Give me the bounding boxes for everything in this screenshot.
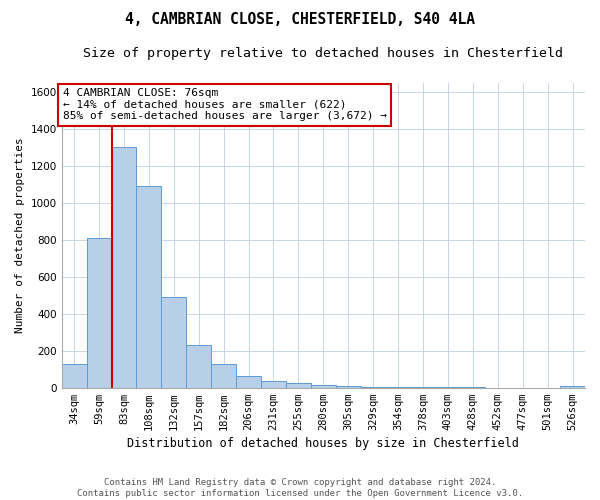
Bar bbox=[136, 186, 161, 388]
Bar bbox=[560, 386, 585, 388]
Bar bbox=[436, 387, 460, 388]
Text: 4, CAMBRIAN CLOSE, CHESTERFIELD, S40 4LA: 4, CAMBRIAN CLOSE, CHESTERFIELD, S40 4LA bbox=[125, 12, 475, 28]
Bar bbox=[161, 297, 186, 388]
Bar bbox=[386, 387, 410, 388]
Bar bbox=[410, 387, 436, 388]
Bar bbox=[286, 383, 311, 388]
Text: 4 CAMBRIAN CLOSE: 76sqm
← 14% of detached houses are smaller (622)
85% of semi-d: 4 CAMBRIAN CLOSE: 76sqm ← 14% of detache… bbox=[63, 88, 387, 121]
Text: Contains HM Land Registry data © Crown copyright and database right 2024.
Contai: Contains HM Land Registry data © Crown c… bbox=[77, 478, 523, 498]
Bar bbox=[261, 380, 286, 388]
Bar bbox=[62, 364, 86, 388]
Y-axis label: Number of detached properties: Number of detached properties bbox=[15, 137, 25, 333]
Bar bbox=[361, 387, 386, 388]
Bar bbox=[311, 385, 336, 388]
Title: Size of property relative to detached houses in Chesterfield: Size of property relative to detached ho… bbox=[83, 48, 563, 60]
Bar bbox=[86, 238, 112, 388]
Bar bbox=[460, 387, 485, 388]
X-axis label: Distribution of detached houses by size in Chesterfield: Distribution of detached houses by size … bbox=[127, 437, 519, 450]
Bar bbox=[336, 386, 361, 388]
Bar bbox=[236, 376, 261, 388]
Bar bbox=[186, 345, 211, 388]
Bar bbox=[211, 364, 236, 388]
Bar bbox=[112, 147, 136, 388]
